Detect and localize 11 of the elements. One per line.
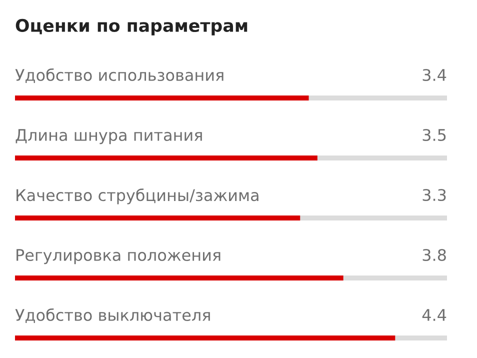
data-label: 4.4 xyxy=(422,309,446,321)
data-label: 3.4 xyxy=(422,68,446,82)
y-tick-label: Длина шнура питания xyxy=(16,129,202,144)
data-label: 3.5 xyxy=(422,128,446,142)
data-label: 3.8 xyxy=(422,248,446,262)
y-tick-label: Удобство выключателя xyxy=(15,308,210,324)
y-tick-label: Удобство использования xyxy=(15,68,224,84)
y-tick-label: Качество струбцины/зажима xyxy=(16,188,258,204)
data-label: 3.3 xyxy=(422,188,446,202)
y-tick-label: Регулировка положения xyxy=(16,249,220,264)
chart-title: Оценки по параметрам xyxy=(16,18,248,36)
